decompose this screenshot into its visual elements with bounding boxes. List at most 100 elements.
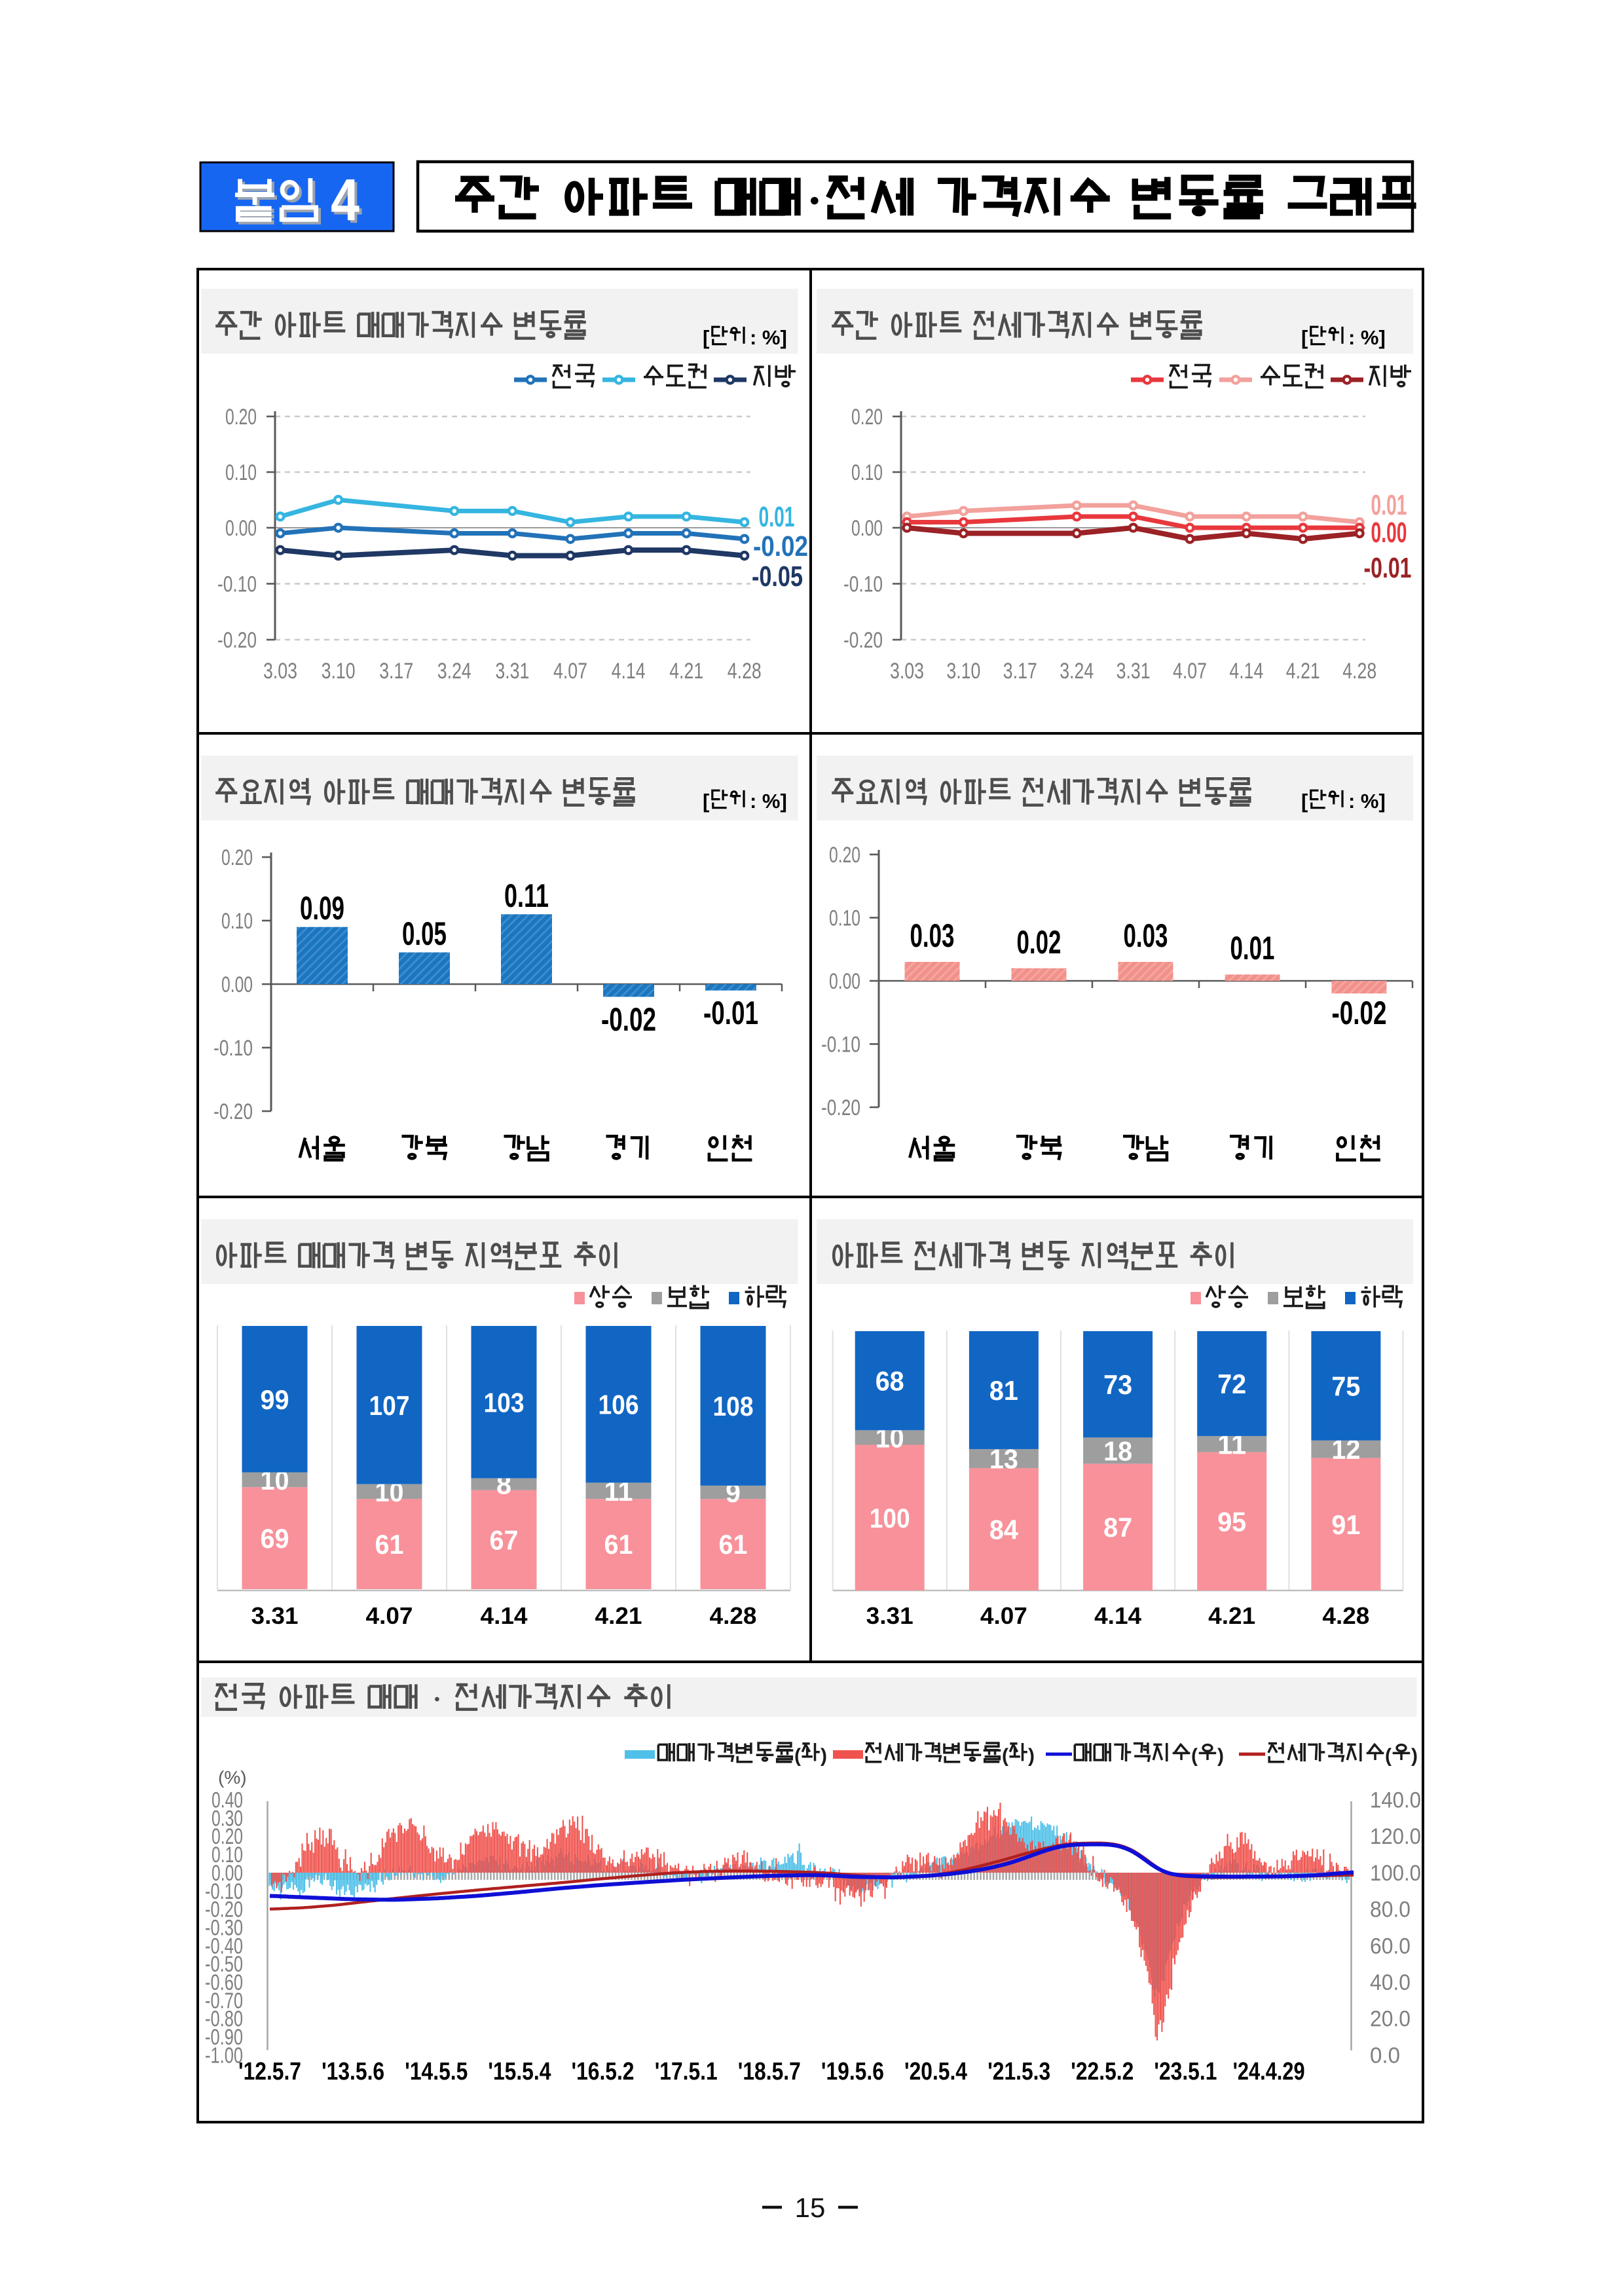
svg-text:108: 108: [713, 1391, 754, 1422]
svg-text:0.00: 0.00: [829, 969, 860, 994]
svg-text:(: (: [1002, 1745, 1008, 1767]
svg-text:0.20: 0.20: [851, 405, 883, 430]
svg-text:107: 107: [369, 1390, 410, 1421]
svg-text:-0.30: -0.30: [205, 1915, 243, 1940]
svg-text:0.01: 0.01: [1371, 489, 1407, 521]
svg-text:0.10: 0.10: [829, 906, 860, 931]
svg-text:100: 100: [870, 1503, 910, 1533]
svg-text:'19.5.6: '19.5.6: [821, 2058, 884, 2085]
svg-text:-0.70: -0.70: [205, 1989, 243, 2013]
svg-text:4.21: 4.21: [1208, 1602, 1255, 1629]
svg-text:'12.5.7: '12.5.7: [238, 2058, 301, 2085]
svg-text:4.07: 4.07: [980, 1602, 1027, 1629]
svg-text:'24.4.29: '24.4.29: [1233, 2058, 1305, 2085]
svg-text:-0.10: -0.10: [213, 1036, 253, 1061]
svg-text:-1.00: -1.00: [205, 2043, 243, 2068]
svg-text:4.21: 4.21: [1286, 659, 1320, 684]
svg-text:3.31: 3.31: [251, 1602, 299, 1629]
svg-text:0.00: 0.00: [851, 516, 883, 541]
svg-text:3.03: 3.03: [263, 659, 297, 684]
svg-text:18: 18: [1103, 1435, 1132, 1466]
svg-text:(: (: [1385, 1745, 1392, 1767]
svg-text:4.07: 4.07: [553, 659, 587, 684]
svg-text:(: (: [1191, 1745, 1198, 1767]
svg-text:): ): [1028, 1745, 1035, 1767]
svg-text:-0.20: -0.20: [217, 628, 257, 653]
svg-text:3.17: 3.17: [1003, 659, 1037, 684]
svg-text:4.07: 4.07: [366, 1602, 413, 1629]
svg-text:0.01: 0.01: [1230, 930, 1275, 966]
svg-text:): ): [821, 1745, 827, 1767]
svg-text:61: 61: [719, 1529, 748, 1560]
svg-text:99: 99: [261, 1384, 289, 1415]
svg-text:-0.10: -0.10: [821, 1033, 860, 1057]
svg-text:-0.02: -0.02: [753, 530, 808, 562]
svg-text:0.02: 0.02: [1017, 924, 1061, 961]
svg-text:0.11: 0.11: [504, 877, 549, 914]
svg-text:-0.80: -0.80: [205, 2007, 243, 2032]
svg-text:-0.20: -0.20: [213, 1099, 253, 1124]
svg-text:4.21: 4.21: [595, 1602, 642, 1629]
svg-text:75: 75: [1331, 1370, 1360, 1401]
svg-text:3.17: 3.17: [379, 659, 413, 684]
svg-text:15: 15: [795, 2192, 826, 2223]
svg-text:81: 81: [989, 1375, 1018, 1406]
svg-text:-0.60: -0.60: [205, 1970, 243, 1995]
svg-text:0.03: 0.03: [1124, 917, 1168, 954]
svg-text:[: [: [703, 326, 709, 349]
svg-text:4: 4: [333, 170, 362, 236]
svg-text:0.20: 0.20: [221, 845, 253, 870]
svg-text:[: [: [1301, 790, 1308, 813]
svg-text:4.14: 4.14: [481, 1602, 528, 1629]
svg-text:-0.20: -0.20: [205, 1898, 243, 1922]
svg-text:3.24: 3.24: [1060, 659, 1094, 684]
svg-text:-0.02: -0.02: [601, 1001, 656, 1038]
svg-text:3.03: 3.03: [890, 659, 924, 684]
svg-text:73: 73: [1103, 1369, 1132, 1400]
svg-text:'18.5.7: '18.5.7: [738, 2058, 801, 2085]
svg-text:'14.5.5: '14.5.5: [405, 2058, 468, 2085]
svg-text:3.24: 3.24: [437, 659, 471, 684]
svg-text:61: 61: [604, 1529, 633, 1560]
svg-text:: %]: : %]: [1348, 790, 1386, 813]
svg-text:3.10: 3.10: [322, 659, 356, 684]
svg-text:0.10: 0.10: [851, 460, 883, 485]
svg-text:20.0: 20.0: [1370, 2007, 1411, 2032]
svg-text:4.14: 4.14: [1229, 659, 1263, 684]
svg-text:4.14: 4.14: [612, 659, 646, 684]
svg-text:120.0: 120.0: [1370, 1824, 1421, 1849]
svg-text:'21.5.3: '21.5.3: [987, 2058, 1050, 2085]
svg-text:-0.50: -0.50: [205, 1952, 243, 1977]
svg-text:4.28: 4.28: [1342, 659, 1376, 684]
svg-text:0.01: 0.01: [759, 501, 795, 533]
svg-text:4.28: 4.28: [1322, 1602, 1369, 1629]
svg-text:100.0: 100.0: [1370, 1861, 1421, 1886]
svg-text:4: 4: [331, 168, 360, 233]
svg-text:: %]: : %]: [1348, 326, 1386, 349]
svg-text:0.03: 0.03: [910, 917, 955, 954]
svg-text:-0.01: -0.01: [1364, 552, 1412, 584]
svg-text:-0.20: -0.20: [821, 1095, 860, 1120]
svg-text:0.10: 0.10: [225, 460, 257, 485]
svg-text:'15.5.4: '15.5.4: [488, 2058, 551, 2085]
svg-text:-0.02: -0.02: [1332, 995, 1387, 1031]
svg-text:-0.10: -0.10: [205, 1879, 243, 1904]
svg-text:-0.10: -0.10: [843, 572, 883, 597]
svg-text:0.20: 0.20: [829, 843, 860, 868]
svg-text:): ): [1217, 1745, 1224, 1767]
svg-text:0.10: 0.10: [212, 1843, 243, 1867]
svg-text:-0.20: -0.20: [843, 628, 883, 653]
svg-text:-0.01: -0.01: [703, 995, 758, 1031]
svg-text:67: 67: [490, 1524, 519, 1555]
svg-text:69: 69: [261, 1523, 289, 1554]
svg-text:[: [: [703, 790, 709, 813]
svg-text:140.0: 140.0: [1370, 1788, 1421, 1813]
svg-text:3.31: 3.31: [495, 659, 529, 684]
svg-text:0.20: 0.20: [225, 405, 257, 430]
svg-text:'16.5.2: '16.5.2: [572, 2058, 635, 2085]
svg-text:0.40: 0.40: [212, 1788, 243, 1813]
svg-text:0.20: 0.20: [212, 1824, 243, 1849]
svg-text:68: 68: [876, 1366, 904, 1397]
svg-text:4.07: 4.07: [1173, 659, 1207, 684]
svg-text:'23.5.1: '23.5.1: [1154, 2058, 1217, 2085]
